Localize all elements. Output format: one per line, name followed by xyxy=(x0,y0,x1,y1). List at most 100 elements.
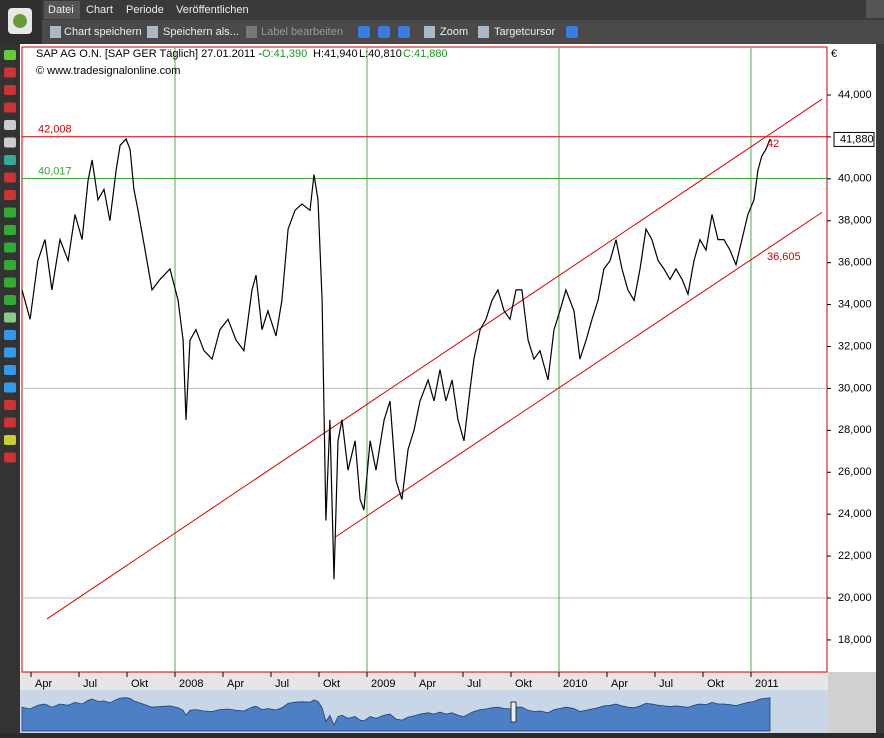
x-tick-label: 2008 xyxy=(179,678,203,690)
chart-subtitle: © www.tradesignalonline.com xyxy=(36,65,180,77)
menu-bar xyxy=(0,0,884,20)
tool-icon[interactable] xyxy=(4,155,16,165)
ohlc-low: L:40,810 xyxy=(359,48,402,60)
tool-icon[interactable] xyxy=(4,312,16,323)
toolbar-icon[interactable] xyxy=(50,26,61,38)
ohlc-high: H:41,940 xyxy=(313,48,358,60)
toolbar-icon[interactable] xyxy=(246,26,257,38)
toolbar-icon[interactable] xyxy=(398,26,410,38)
plot-border xyxy=(21,46,828,673)
x-tick-label: Jul xyxy=(83,678,97,690)
date-axis-bg xyxy=(20,672,828,690)
x-tick-label: Apr xyxy=(419,678,436,690)
y-tick-label: 36,000 xyxy=(838,257,872,269)
toolbar-button[interactable]: Label bearbeiten xyxy=(261,26,343,38)
x-tick-label: Apr xyxy=(35,678,52,690)
tool-icon[interactable] xyxy=(4,242,16,253)
ohlc-open: O:41,390 xyxy=(262,48,307,60)
tool-icon[interactable] xyxy=(4,172,16,183)
x-tick-label: Okt xyxy=(323,678,340,690)
y-tick-label: 28,000 xyxy=(838,424,872,436)
y-tick-label: 32,000 xyxy=(838,340,872,352)
axis-unit: € xyxy=(831,48,837,60)
tool-icon[interactable] xyxy=(4,330,16,340)
tool-icon[interactable] xyxy=(4,417,16,428)
tool-icon[interactable] xyxy=(4,120,16,130)
tool-icon[interactable] xyxy=(4,365,16,375)
y-tick-label: 38,000 xyxy=(838,215,872,227)
x-tick-label: Jul xyxy=(275,678,289,690)
last-price-label: 41,880 xyxy=(840,133,874,145)
horizontal-line-label: 40,017 xyxy=(38,165,72,177)
toolbar-icon[interactable] xyxy=(424,26,435,38)
trend-line xyxy=(334,211,823,538)
toolbar-icon[interactable] xyxy=(378,26,390,38)
y-tick-label: 34,000 xyxy=(838,298,872,310)
y-tick-label: 26,000 xyxy=(838,466,872,478)
tool-icon[interactable] xyxy=(4,190,16,200)
x-tick-label: Apr xyxy=(227,678,244,690)
ohlc-close: C:41,880 xyxy=(403,48,448,60)
navigator-area xyxy=(21,697,771,732)
x-tick-label: Okt xyxy=(707,678,724,690)
toolbar-button[interactable]: Targetcursor xyxy=(494,26,555,38)
tool-icon[interactable] xyxy=(4,137,16,148)
nav-controls xyxy=(828,672,876,733)
chart-panel xyxy=(20,44,876,690)
menu-item[interactable]: Datei xyxy=(48,4,74,16)
y-tick-label: 24,000 xyxy=(838,508,872,520)
tool-icon[interactable] xyxy=(4,260,16,270)
tool-icon[interactable] xyxy=(4,102,16,113)
menu-item[interactable]: Veröffentlichen xyxy=(176,4,249,16)
tool-icon[interactable] xyxy=(4,400,16,410)
toolbar-icon[interactable] xyxy=(566,26,578,38)
trend-line xyxy=(46,98,823,620)
toolbar-button[interactable]: Speichern als... xyxy=(163,26,239,38)
horizontal-line-label: 42,008 xyxy=(38,124,72,136)
toolbar-icon[interactable] xyxy=(147,26,158,38)
y-tick-label: 30,000 xyxy=(838,382,872,394)
tool-icon[interactable] xyxy=(4,277,16,288)
tool-icon[interactable] xyxy=(4,67,16,78)
x-tick-label: Jul xyxy=(659,678,673,690)
scrollbar[interactable] xyxy=(876,44,884,733)
y-tick-label: 40,000 xyxy=(838,173,872,185)
tool-icon[interactable] xyxy=(4,225,16,235)
x-tick-label: Okt xyxy=(131,678,148,690)
menu-item[interactable]: Periode xyxy=(126,4,164,16)
tool-icon[interactable] xyxy=(4,382,16,393)
toolbar-icon[interactable] xyxy=(478,26,489,38)
y-tick-label: 44,000 xyxy=(838,89,872,101)
price-line xyxy=(21,137,771,580)
toolbar-icon[interactable] xyxy=(358,26,370,38)
menu-active xyxy=(44,1,80,19)
toolbar-button[interactable]: Zoom xyxy=(440,26,468,38)
x-tick-label: Okt xyxy=(515,678,532,690)
x-tick-label: Apr xyxy=(611,678,628,690)
menu-item[interactable]: Chart xyxy=(86,4,113,16)
x-tick-label: 2010 xyxy=(563,678,587,690)
tool-icon[interactable] xyxy=(4,347,16,358)
window-button[interactable] xyxy=(866,0,884,18)
logo-icon xyxy=(13,14,27,28)
x-tick-label: 2011 xyxy=(755,678,779,690)
tool-icon[interactable] xyxy=(4,435,16,445)
tool-icon[interactable] xyxy=(4,50,16,60)
tool-icon[interactable] xyxy=(4,85,16,95)
tool-icon[interactable] xyxy=(4,452,16,463)
last-price-box xyxy=(833,131,875,147)
navigator-handle[interactable] xyxy=(510,701,517,723)
tool-icon[interactable] xyxy=(4,295,16,305)
toolbar-button[interactable]: Chart speichern xyxy=(64,26,142,38)
tool-icon[interactable] xyxy=(4,207,16,218)
x-tick-label: Jul xyxy=(467,678,481,690)
annotation: 42 xyxy=(767,138,779,150)
x-tick-label: 2009 xyxy=(371,678,395,690)
annotation: 36,605 xyxy=(767,251,801,263)
y-tick-label: 22,000 xyxy=(838,550,872,562)
y-tick-label: 18,000 xyxy=(838,634,872,646)
chart-title: SAP AG O.N. [SAP GER Täglich] 27.01.2011… xyxy=(36,48,262,60)
y-tick-label: 20,000 xyxy=(838,592,872,604)
